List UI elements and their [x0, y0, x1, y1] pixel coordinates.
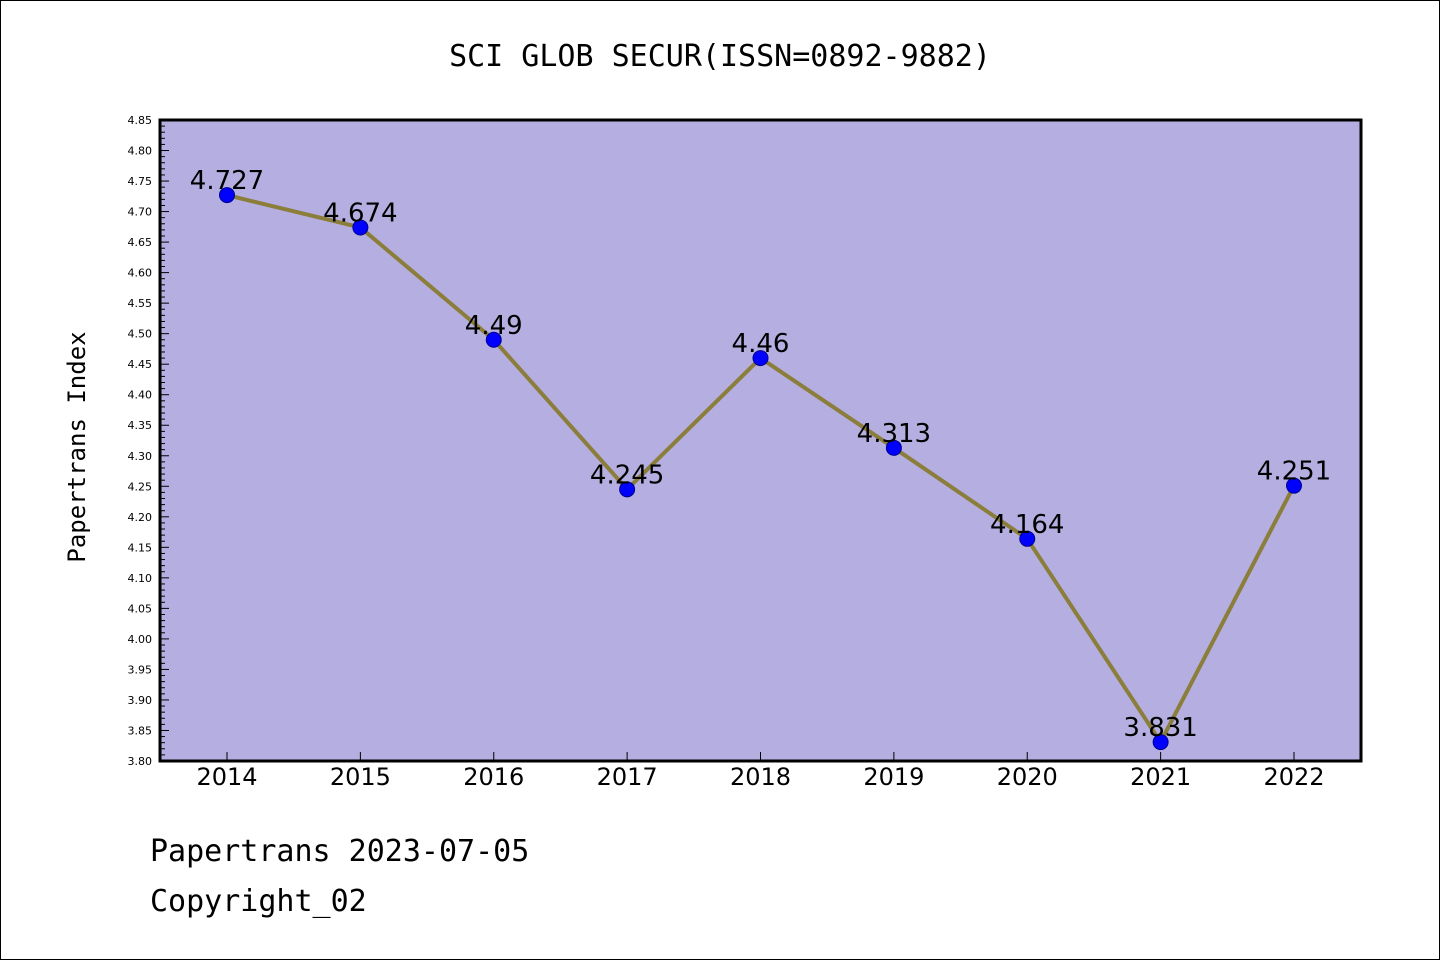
data-point-marker [485, 331, 502, 348]
x-tick-label: 2018 [730, 763, 791, 791]
y-tick-label: 3.95 [128, 663, 153, 676]
data-point-marker [1019, 530, 1036, 547]
y-tick-label: 4.65 [128, 236, 153, 249]
data-point-label: 4.727 [190, 166, 264, 196]
data-point-label: 4.313 [857, 419, 931, 449]
data-point-marker [1286, 477, 1302, 494]
data-point-label: 4.46 [732, 329, 790, 359]
data-markers [219, 187, 1302, 751]
y-tick-label: 4.55 [128, 297, 153, 310]
x-tick-label: 2015 [330, 763, 391, 791]
footer-date: Papertrans 2023-07-05 [150, 834, 530, 869]
y-tick-label: 3.80 [128, 755, 153, 768]
x-axis-ticks: 2014 2015 2016 2017 2018 2019 2020 2021 2022 [196, 752, 1325, 791]
x-tick-label: 2021 [1130, 763, 1191, 791]
y-tick-label: 4.05 [128, 602, 153, 615]
y-tick-label: 4.50 [128, 328, 153, 341]
y-tick-label: 4.85 [128, 114, 153, 127]
data-point-marker [619, 481, 636, 498]
footer-copyright: Copyright_02 [150, 884, 367, 919]
data-point-label: 4.164 [990, 510, 1064, 540]
y-tick-label: 4.30 [128, 450, 153, 463]
x-tick-label: 2022 [1263, 763, 1324, 791]
data-point-marker [219, 187, 235, 204]
x-tick-label: 2019 [863, 763, 924, 791]
y-tick-label: 4.15 [128, 541, 153, 554]
y-tick-label: 4.45 [128, 358, 153, 371]
x-tick-label: 2017 [597, 763, 658, 791]
y-tick-label: 3.85 [128, 724, 153, 737]
y-axis-label: Papertrans Index [63, 331, 91, 562]
data-labels: 4.727 4.674 4.49 4.245 4.46 4.313 4.164 3.831 4.… [190, 166, 1331, 743]
data-point-marker [352, 219, 369, 236]
x-tick-label: 2016 [463, 763, 524, 791]
data-point-label: 4.49 [465, 311, 523, 341]
chart-title: SCI GLOB SECUR(ISSN=0892-9882) [449, 39, 991, 74]
y-tick-label: 4.75 [128, 175, 153, 188]
y-tick-label: 4.00 [128, 633, 153, 646]
data-point-marker [1152, 734, 1169, 751]
x-tick-label: 2014 [196, 763, 257, 791]
y-tick-label: 3.90 [128, 694, 153, 707]
y-tick-label: 4.60 [128, 267, 153, 280]
data-point-marker [885, 439, 902, 456]
y-axis-ticks: 3.80 3.85 3.90 3.95 4.00 4.05 4.10 4.15 4.20 4.25… [128, 114, 169, 768]
y-tick-label: 4.70 [128, 206, 153, 219]
plot-border [158, 118, 1363, 763]
y-tick-label: 4.40 [128, 389, 153, 402]
y-tick-label: 4.25 [128, 480, 153, 493]
y-tick-label: 4.10 [128, 572, 153, 585]
data-point-label: 3.831 [1123, 713, 1197, 743]
y-tick-label: 4.35 [128, 419, 153, 432]
data-point-marker [752, 350, 769, 367]
data-point-label: 4.251 [1257, 457, 1331, 487]
y-tick-label: 4.20 [128, 511, 153, 524]
data-point-label: 4.245 [590, 460, 664, 490]
data-point-label: 4.674 [323, 198, 397, 228]
x-tick-label: 2020 [997, 763, 1058, 791]
y-tick-label: 4.80 [128, 145, 153, 158]
